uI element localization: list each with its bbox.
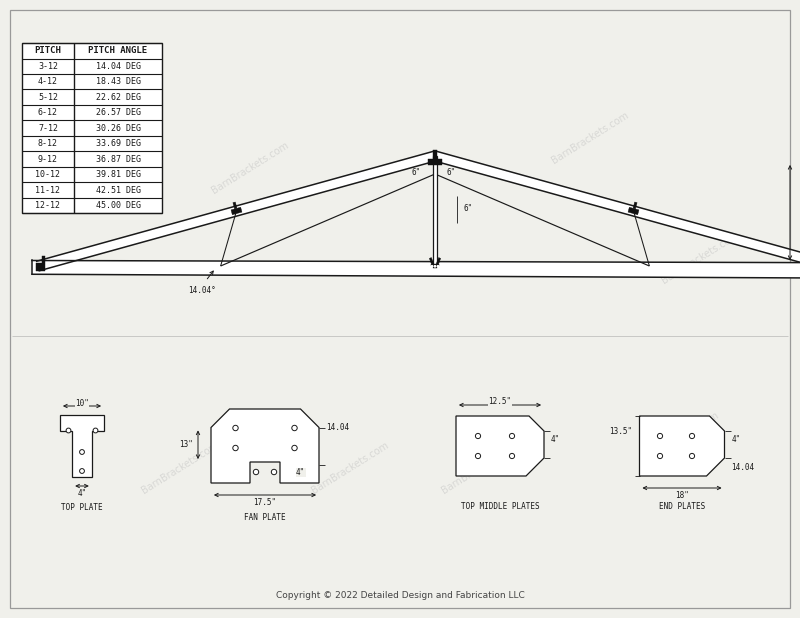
Text: Copyright © 2022 Detailed Design and Fabrication LLC: Copyright © 2022 Detailed Design and Fab…	[276, 591, 524, 601]
Text: 9-12: 9-12	[38, 154, 58, 164]
Polygon shape	[32, 261, 800, 278]
Text: 13": 13"	[179, 440, 193, 449]
Polygon shape	[35, 268, 46, 271]
Text: 4": 4"	[731, 436, 741, 444]
Circle shape	[690, 433, 694, 439]
Polygon shape	[456, 416, 544, 476]
Circle shape	[93, 428, 98, 433]
Text: 42.51 DEG: 42.51 DEG	[95, 186, 141, 195]
Polygon shape	[436, 258, 441, 265]
Circle shape	[510, 433, 514, 439]
Circle shape	[658, 454, 662, 459]
Text: 4": 4"	[551, 436, 560, 444]
Circle shape	[658, 433, 662, 439]
Text: 14.04°: 14.04°	[188, 286, 215, 295]
Circle shape	[510, 454, 514, 459]
Text: BarnBrackets.com: BarnBrackets.com	[640, 410, 720, 466]
Circle shape	[475, 433, 481, 439]
Polygon shape	[633, 202, 637, 209]
Text: PITCH: PITCH	[34, 46, 62, 55]
Text: 7-12: 7-12	[38, 124, 58, 133]
Text: 45.00 DEG: 45.00 DEG	[95, 201, 141, 210]
Text: 6": 6"	[411, 169, 421, 177]
Text: 26.57 DEG: 26.57 DEG	[95, 108, 141, 117]
Bar	[433, 156, 437, 266]
Text: 17.5": 17.5"	[254, 498, 277, 507]
Circle shape	[79, 450, 85, 454]
Polygon shape	[233, 202, 237, 209]
Circle shape	[690, 454, 694, 459]
Circle shape	[233, 446, 238, 451]
Polygon shape	[211, 409, 319, 483]
Polygon shape	[433, 265, 437, 268]
Text: PITCH ANGLE: PITCH ANGLE	[89, 46, 147, 55]
Text: 4": 4"	[78, 489, 86, 498]
Text: 18.43 DEG: 18.43 DEG	[95, 77, 141, 87]
Text: 14.04: 14.04	[326, 423, 349, 432]
Polygon shape	[231, 207, 242, 214]
Text: 30.26 DEG: 30.26 DEG	[95, 124, 141, 133]
Text: 12-12: 12-12	[35, 201, 61, 210]
Polygon shape	[628, 207, 639, 214]
Circle shape	[434, 266, 436, 267]
Text: 4-12: 4-12	[38, 77, 58, 87]
Text: 36.87 DEG: 36.87 DEG	[95, 154, 141, 164]
Text: BarnBrackets.com: BarnBrackets.com	[310, 440, 390, 496]
Polygon shape	[35, 256, 46, 268]
Text: TOP MIDDLE PLATES: TOP MIDDLE PLATES	[461, 502, 539, 511]
Text: BarnBrackets.com: BarnBrackets.com	[660, 230, 740, 286]
Polygon shape	[429, 151, 442, 165]
Polygon shape	[37, 151, 436, 271]
Text: 6": 6"	[463, 205, 472, 213]
Text: BarnBrackets.com: BarnBrackets.com	[550, 110, 630, 166]
Polygon shape	[430, 258, 434, 265]
Text: 14.04 DEG: 14.04 DEG	[95, 62, 141, 70]
Text: 10": 10"	[75, 399, 89, 407]
Circle shape	[292, 425, 298, 431]
Polygon shape	[639, 416, 725, 476]
Text: BarnBrackets.com: BarnBrackets.com	[440, 440, 520, 496]
Text: 5-12: 5-12	[38, 93, 58, 102]
Text: 8-12: 8-12	[38, 139, 58, 148]
Text: 33.69 DEG: 33.69 DEG	[95, 139, 141, 148]
Text: 39.81 DEG: 39.81 DEG	[95, 170, 141, 179]
Circle shape	[254, 469, 258, 475]
Text: 12.5": 12.5"	[489, 397, 511, 407]
Text: BarnBrackets.com: BarnBrackets.com	[210, 140, 290, 196]
Text: TOP PLATE: TOP PLATE	[61, 503, 103, 512]
Text: END PLATES: END PLATES	[659, 502, 705, 511]
Circle shape	[66, 428, 71, 433]
Polygon shape	[430, 264, 439, 266]
Text: 4": 4"	[296, 468, 306, 477]
Polygon shape	[60, 415, 104, 477]
Text: 18": 18"	[675, 491, 689, 500]
Text: 22.62 DEG: 22.62 DEG	[95, 93, 141, 102]
Text: FAN PLATE: FAN PLATE	[244, 513, 286, 522]
Circle shape	[292, 446, 298, 451]
Text: BarnBrackets.com: BarnBrackets.com	[140, 440, 220, 496]
Text: 14.04: 14.04	[731, 464, 754, 473]
Circle shape	[79, 468, 85, 473]
Circle shape	[233, 425, 238, 431]
Polygon shape	[434, 151, 800, 271]
Circle shape	[431, 266, 433, 267]
Text: 6-12: 6-12	[38, 108, 58, 117]
Circle shape	[475, 454, 481, 459]
Text: 13.5": 13.5"	[610, 428, 633, 436]
Text: 3-12: 3-12	[38, 62, 58, 70]
Text: 10-12: 10-12	[35, 170, 61, 179]
Circle shape	[271, 469, 277, 475]
Text: 6": 6"	[446, 169, 456, 177]
Bar	[22, 43, 162, 213]
Text: 11-12: 11-12	[35, 186, 61, 195]
